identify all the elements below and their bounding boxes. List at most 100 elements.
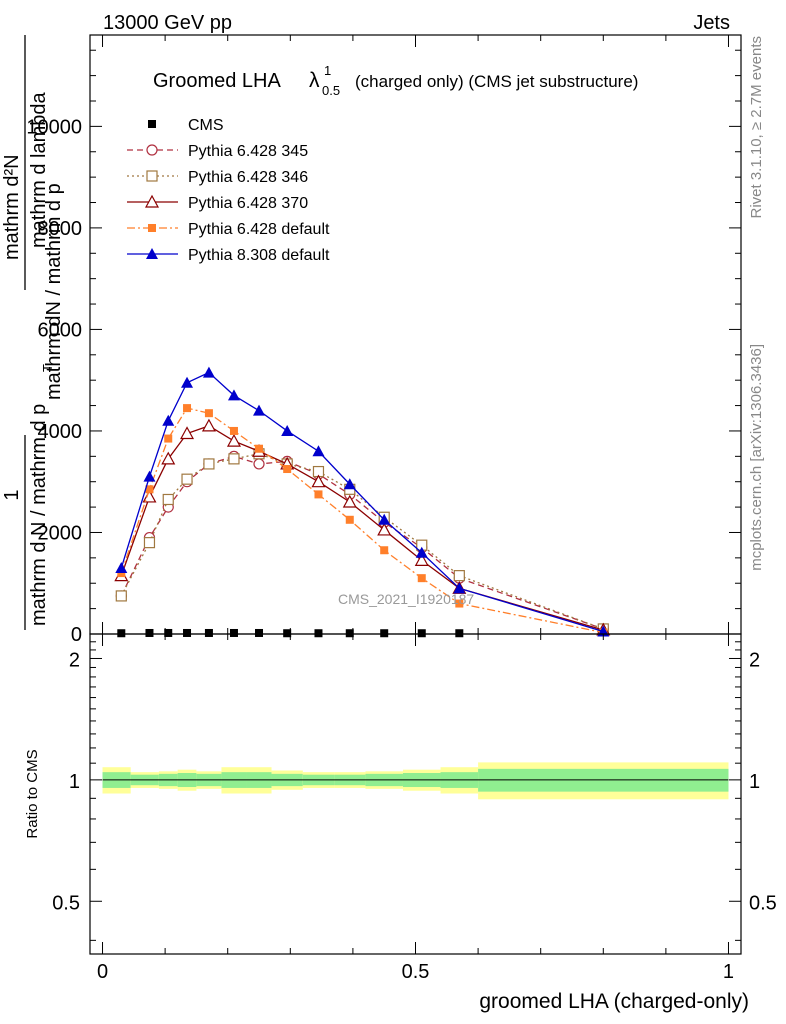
- ratio-y-tick-label-right: 0.5: [749, 892, 777, 914]
- legend-label: Pythia 6.428 default: [188, 221, 330, 238]
- ratio-y-tick-label-left: 1: [69, 771, 80, 793]
- legend-marker: [148, 120, 156, 128]
- data-point: [342, 494, 357, 508]
- data-point: [417, 629, 426, 638]
- title-sub: 0.5: [322, 83, 340, 98]
- data-point: [181, 473, 193, 485]
- data-point: [345, 629, 354, 638]
- data-point: [164, 434, 173, 443]
- data-point: [283, 465, 292, 474]
- data-point: [415, 546, 428, 558]
- ratio-y-tick-label-right: 1: [749, 771, 760, 793]
- y-tick-label: 6000: [38, 319, 83, 341]
- data-point: [164, 628, 173, 637]
- data-point: [227, 389, 240, 401]
- data-point: [145, 628, 154, 637]
- data-point: [183, 628, 192, 637]
- data-point: [180, 426, 195, 440]
- x-tick-label: 0: [97, 961, 108, 983]
- ratio-axis-ticks: 0.5 0.5 1 1 2 2 0 0.5 1: [52, 634, 777, 983]
- plot-title: Groomed LHA λ 1 0.5 (charged only) (CMS …: [153, 63, 638, 98]
- data-point: [455, 629, 464, 638]
- data-point: [115, 562, 128, 574]
- main-axis-ticks: 0 2000 4000 6000 8000 10000: [26, 35, 741, 646]
- ylabel-frac-tail: mathrm d lambda: [28, 92, 50, 248]
- data-point: [204, 628, 213, 637]
- legend-label: Pythia 6.428 370: [188, 195, 308, 212]
- data-point: [314, 629, 323, 638]
- data-point: [255, 444, 264, 453]
- data-point: [229, 628, 238, 637]
- data-point: [226, 433, 241, 447]
- data-point: [203, 458, 215, 470]
- data-point: [162, 414, 175, 426]
- ratio-bands: [102, 762, 729, 800]
- series-0: [117, 628, 464, 638]
- title-lambda: λ: [309, 69, 320, 92]
- series-line: [120, 371, 604, 633]
- data-point: [414, 553, 429, 566]
- legend-marker: [146, 170, 158, 182]
- data-point: [204, 409, 213, 418]
- ylabel-denom-sub: T: [40, 364, 55, 372]
- data-point: [312, 445, 325, 457]
- legend-item-5: Pythia 8.308 default: [127, 247, 330, 264]
- legend-item-2: Pythia 6.428 346: [127, 169, 308, 186]
- legend-label: CMS: [188, 117, 224, 134]
- data-point: [253, 404, 266, 416]
- ylabel-prefix-denom: mathrm d N / mathrm d p: [28, 404, 50, 626]
- y-tick-label: 0: [71, 624, 82, 646]
- data-point: [201, 418, 216, 432]
- data-point: [183, 404, 192, 413]
- ratio-ylabel: Ratio to CMS: [24, 749, 41, 838]
- ratio-y-tick-label-right: 2: [749, 649, 760, 671]
- data-point: [343, 478, 356, 490]
- mcplots-label: mcplots.cern.ch [arXiv:1306.3436]: [748, 344, 765, 571]
- title-main: Groomed LHA: [153, 70, 281, 92]
- y-tick-label: 4000: [38, 421, 83, 443]
- data-point: [283, 629, 292, 638]
- x-tick-label: 1: [723, 961, 734, 983]
- main-ylabel: 1 mathrm d N / mathrm d p T mathrm dN / …: [1, 92, 65, 626]
- title-sup: 1: [324, 63, 331, 78]
- data-point: [162, 493, 174, 506]
- data-point: [255, 628, 264, 637]
- data-point: [143, 470, 156, 482]
- data-point: [311, 474, 326, 488]
- xaxis-label: groomed LHA (charged-only): [479, 990, 749, 1013]
- data-point: [380, 629, 389, 638]
- data-point: [117, 629, 126, 638]
- legend-label: Pythia 6.428 346: [188, 169, 308, 186]
- y-tick-label: 8000: [38, 218, 83, 240]
- data-point: [143, 537, 156, 549]
- data-point: [380, 546, 389, 555]
- data-point: [453, 582, 466, 594]
- ylabel-top: mathrm dN / mathrm d p: [43, 183, 65, 400]
- legend-item-0: CMS: [148, 117, 224, 134]
- title-rest: (charged only) (CMS jet substructure): [355, 72, 638, 91]
- legend-item-4: Pythia 6.428 default: [127, 221, 330, 238]
- legend-marker: [144, 194, 160, 208]
- rivet-label: Rivet 3.1.10, ≥ 2.7M events: [748, 36, 765, 219]
- data-point: [455, 599, 464, 608]
- data-point: [145, 485, 154, 494]
- data-point: [417, 574, 426, 583]
- data-point: [253, 458, 265, 470]
- y-tick-label: 10000: [26, 116, 82, 138]
- data-point: [378, 513, 391, 525]
- legend-marker: [146, 248, 158, 259]
- ratio-y-tick-label-left: 0.5: [52, 892, 80, 914]
- legend-item-3: Pythia 6.428 370: [127, 194, 308, 212]
- ylabel-prefix-numer: 1: [1, 489, 23, 500]
- data-point: [181, 376, 194, 388]
- legend-label: Pythia 6.428 345: [188, 143, 308, 160]
- header-left: 13000 GeV pp: [103, 12, 232, 34]
- main-series-layer: [114, 366, 611, 638]
- legend-item-1: Pythia 6.428 345: [127, 143, 308, 160]
- data-point: [345, 515, 354, 524]
- x-tick-label: 0.5: [402, 961, 430, 983]
- legend-marker: [146, 144, 158, 156]
- data-point: [117, 569, 126, 578]
- data-point: [281, 424, 294, 436]
